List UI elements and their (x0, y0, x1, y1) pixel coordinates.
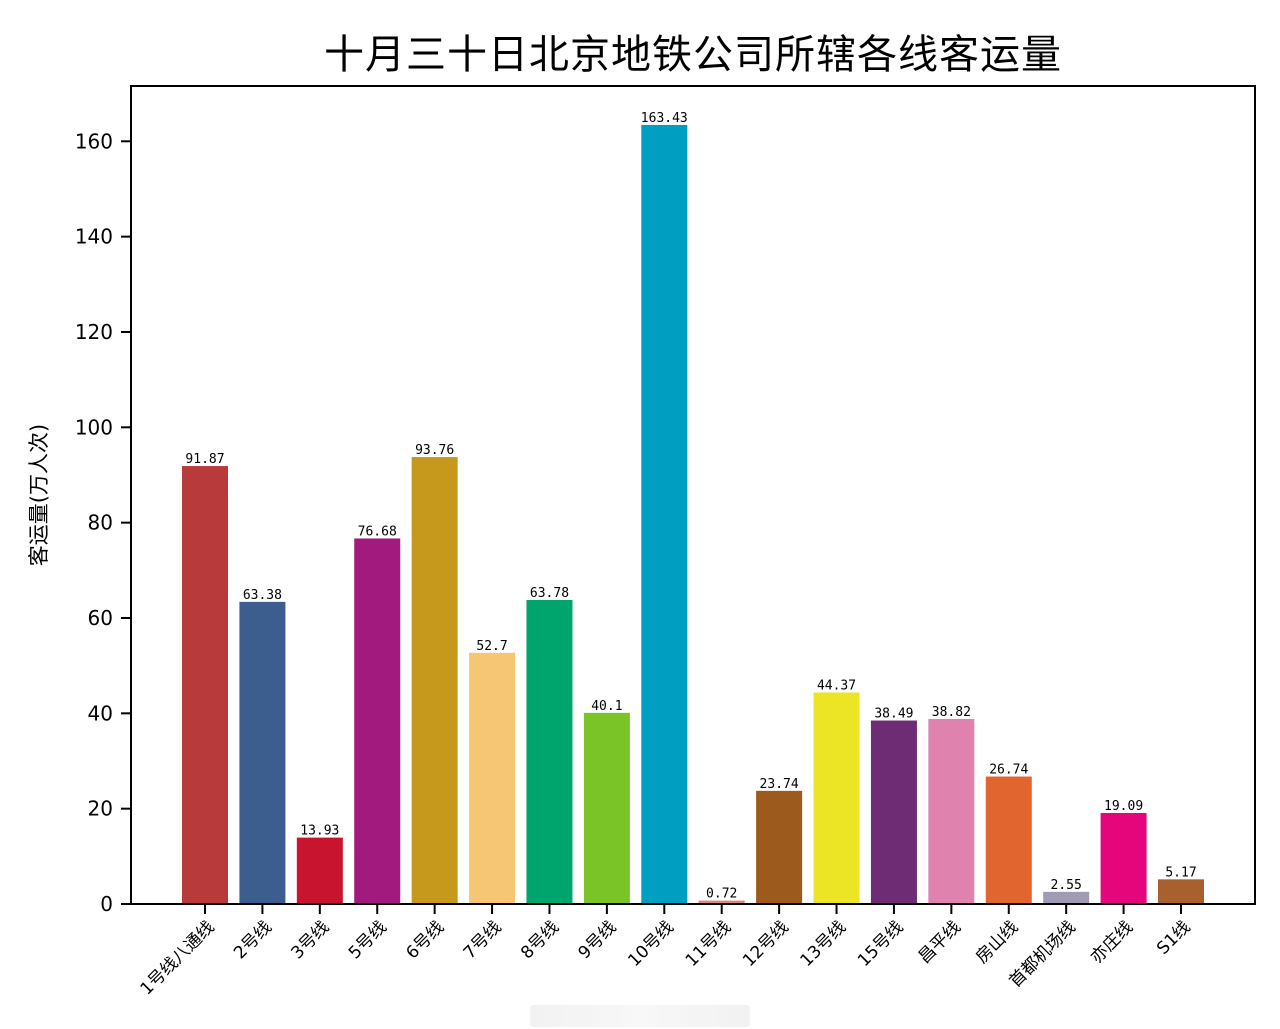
bar-value-label: 91.87 (185, 452, 224, 467)
bar-value-label: 44.37 (817, 678, 856, 693)
bar (756, 790, 803, 904)
x-tick-label: 昌平线 (915, 917, 965, 967)
y-tick-label: 60 (88, 606, 113, 630)
bar (870, 720, 917, 904)
x-tick-label: 12号线 (739, 917, 792, 970)
x-tick-label: 房山线 (972, 917, 1022, 967)
x-tick-label: 6号线 (402, 917, 448, 963)
bar-value-label: 63.78 (530, 586, 569, 601)
x-tick-label: 7号线 (460, 917, 506, 963)
bar-value-label: 52.7 (476, 639, 507, 654)
x-tick-label: 9号线 (575, 917, 621, 963)
bar (411, 457, 458, 904)
y-tick-label: 20 (88, 797, 113, 821)
plot-frame (130, 85, 1256, 905)
bar-value-label: 23.74 (760, 777, 799, 792)
y-tick-label: 140 (75, 225, 113, 249)
y-tick-label: 0 (100, 892, 113, 916)
bar-value-label: 2.55 (1051, 878, 1082, 893)
bar (182, 466, 228, 904)
bar (1100, 812, 1147, 904)
bar-value-label: 38.49 (874, 707, 913, 722)
x-tick-label: 亦庄线 (1087, 917, 1137, 967)
y-tick-label: 80 (88, 511, 113, 535)
bar-value-label: 163.43 (641, 111, 688, 126)
x-tick-label: 2号线 (230, 917, 276, 963)
bar-value-label: 38.82 (932, 705, 971, 720)
bar (641, 124, 688, 905)
bar (354, 538, 401, 904)
x-tick-label: S1线 (1153, 917, 1194, 958)
x-tick-label: 3号线 (288, 917, 334, 963)
x-tick-label: 5号线 (345, 917, 391, 963)
bar-value-label: 0.72 (706, 887, 737, 902)
bar-value-label: 63.38 (243, 588, 282, 603)
y-tick-label: 120 (75, 320, 113, 344)
bar-value-label: 26.74 (989, 763, 1028, 778)
bar-value-label: 40.1 (591, 699, 622, 714)
x-tick-label: 15号线 (854, 917, 907, 970)
bar-value-label: 76.68 (358, 524, 397, 539)
bar-value-label: 5.17 (1165, 865, 1196, 880)
bar (526, 599, 573, 904)
x-tick-label: 1号线八通线 (137, 917, 219, 999)
y-tick-label: 100 (75, 415, 113, 439)
bar (698, 900, 745, 904)
y-tick-label: 40 (88, 701, 113, 725)
bar-value-label: 19.09 (1104, 799, 1143, 814)
bar (583, 712, 630, 904)
bar (469, 652, 516, 904)
bar (985, 776, 1032, 904)
x-tick-label: 8号线 (517, 917, 563, 963)
y-tick-label: 160 (75, 129, 113, 153)
x-tick-label: 11号线 (682, 917, 735, 970)
bar (1158, 879, 1204, 904)
bar (239, 601, 286, 904)
x-tick-label: 13号线 (797, 917, 850, 970)
bar-value-label: 13.93 (300, 824, 339, 839)
bar (296, 837, 343, 904)
x-tick-label: 10号线 (624, 917, 677, 970)
chart-title: 十月三十日北京地铁公司所辖各线客运量 (324, 32, 1062, 78)
watermark (530, 1005, 750, 1027)
bar (1043, 891, 1090, 904)
bar (813, 692, 860, 904)
bar-value-label: 93.76 (415, 443, 454, 458)
bar (928, 718, 975, 904)
